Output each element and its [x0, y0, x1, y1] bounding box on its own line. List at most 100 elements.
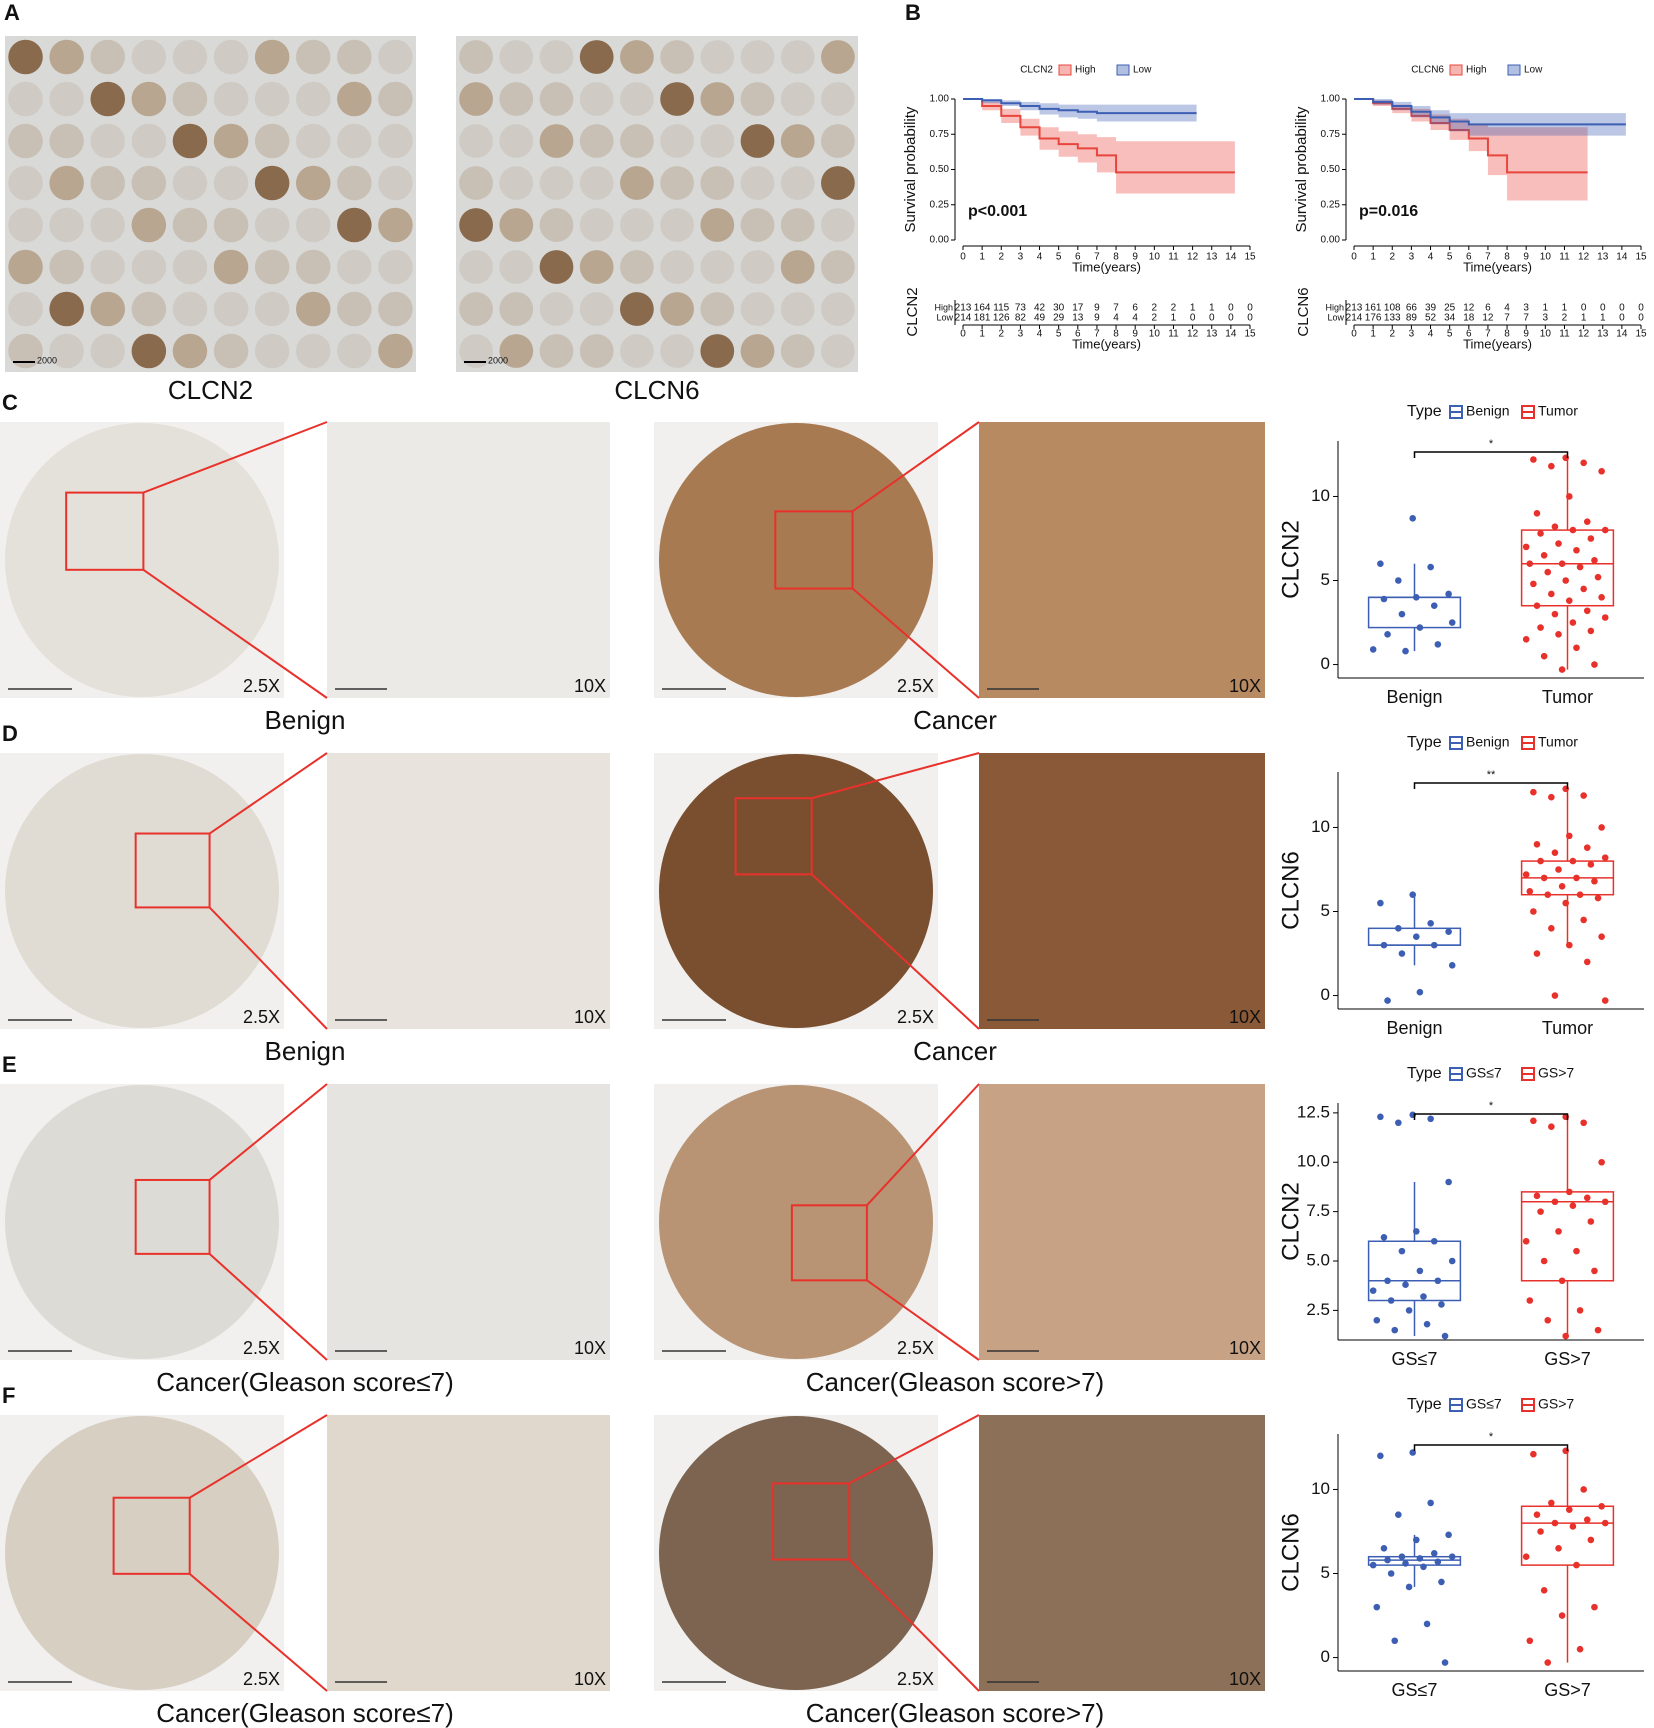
y-axis-label: CLCN6 — [1277, 1513, 1304, 1592]
data-point — [1377, 1113, 1384, 1121]
tma-core — [499, 250, 534, 284]
significance-label: ** — [1487, 769, 1496, 781]
data-point — [1412, 594, 1420, 601]
data-point — [1544, 1316, 1552, 1324]
survival-curve — [963, 98, 1235, 174]
tma-core — [700, 124, 735, 158]
panel-label: B — [905, 0, 921, 25]
confidence-band — [963, 99, 1235, 194]
tma-core — [254, 165, 290, 201]
magnification: 2.5X — [243, 1669, 280, 1689]
confidence-band — [1354, 99, 1588, 201]
tma-core — [499, 292, 534, 326]
caption: Cancer(Gleason score≤7) — [156, 1698, 454, 1728]
tma-core — [620, 40, 654, 74]
y-axis-label: Survival probability — [902, 106, 919, 232]
data-point — [1548, 1123, 1555, 1130]
data-point — [1522, 1237, 1530, 1245]
y-axis-label: CLCN2 — [1277, 520, 1304, 599]
data-point — [1558, 666, 1566, 673]
data-point — [1555, 1544, 1562, 1552]
data-point — [1583, 518, 1591, 525]
tma-core — [660, 82, 694, 116]
data-point — [1395, 1119, 1402, 1127]
data-point — [1430, 1237, 1438, 1245]
y-tick-label: 0.00 — [930, 235, 950, 246]
tma-core — [213, 123, 249, 159]
risk-count: 89 — [1406, 313, 1418, 324]
data-point — [1601, 526, 1609, 534]
zoom-line — [851, 587, 980, 699]
tma-core — [131, 333, 167, 369]
scale-bar-label: 2000 — [488, 355, 508, 365]
tma-core — [254, 333, 290, 369]
zoom-box — [134, 832, 211, 909]
data-point — [1427, 919, 1434, 927]
risk-count: 0 — [1190, 313, 1196, 324]
risk-count: 6 — [1132, 303, 1138, 314]
x-tick-label: 13 — [1206, 329, 1218, 340]
tma-core — [579, 208, 614, 242]
tma-core — [459, 166, 493, 200]
zoom-box — [772, 1482, 851, 1561]
x-tick-label: 0 — [960, 329, 966, 340]
risk-count: 0 — [1619, 313, 1625, 324]
panel-label: D — [2, 721, 18, 746]
data-point — [1380, 941, 1388, 949]
tma-core — [539, 166, 574, 200]
data-point — [1526, 560, 1534, 568]
caption: Cancer(Gleason score>7) — [806, 1698, 1104, 1728]
y-tick-label: 5 — [1321, 1563, 1330, 1582]
data-point — [1548, 925, 1555, 932]
risk-count: 49 — [1034, 313, 1046, 324]
data-point — [1526, 1637, 1534, 1645]
risk-count: 214 — [1346, 313, 1363, 324]
data-point — [1551, 849, 1559, 856]
risk-count: 213 — [955, 303, 972, 314]
zoom-line — [866, 1279, 980, 1361]
significance-bracket — [1413, 1444, 1569, 1451]
tma-core — [8, 291, 43, 327]
data-point — [1598, 933, 1605, 941]
x-tick-label: GS≤7 — [1392, 1680, 1438, 1700]
zoom-line — [208, 1253, 328, 1361]
magnification: 2.5X — [243, 1007, 280, 1027]
tma-core — [213, 39, 249, 75]
y-tick-label: 1.00 — [1321, 94, 1341, 105]
risk-count: 9 — [1094, 313, 1100, 324]
data-point — [1405, 1583, 1413, 1591]
p-value: p=0.016 — [1359, 203, 1418, 220]
data-point — [1438, 1301, 1445, 1308]
tma-core — [821, 166, 855, 200]
tma-core — [579, 292, 614, 326]
tma-core — [131, 249, 167, 285]
zoom-line — [811, 873, 980, 1030]
risk-row-label: Low — [936, 312, 953, 322]
zoom-line — [209, 752, 328, 835]
magnification: 2.5X — [897, 1007, 934, 1027]
x-tick-label: 8 — [1504, 252, 1510, 263]
risk-count: 126 — [993, 313, 1010, 324]
data-point — [1565, 1506, 1573, 1513]
data-point — [1562, 899, 1570, 907]
risk-count: 30 — [1053, 303, 1065, 314]
x-tick-label: 2 — [1389, 329, 1395, 340]
legend-label: Tumor — [1538, 403, 1578, 419]
ihc-zoom — [327, 753, 610, 1029]
tma-core — [821, 250, 855, 284]
risk-count: 17 — [1072, 303, 1084, 314]
x-tick-label: 7 — [1485, 329, 1491, 340]
data-point — [1445, 928, 1452, 935]
tma-core — [295, 249, 331, 285]
panel-label: E — [2, 1052, 17, 1077]
data-point — [1445, 1178, 1452, 1186]
data-point — [1533, 950, 1541, 957]
data-point — [1580, 1486, 1587, 1493]
zoom-line — [811, 752, 980, 800]
tma-core — [539, 124, 574, 158]
data-point — [1594, 573, 1602, 581]
tma-core — [90, 291, 126, 327]
data-point — [1548, 793, 1555, 801]
data-point — [1551, 1198, 1559, 1206]
data-point — [1448, 961, 1456, 969]
